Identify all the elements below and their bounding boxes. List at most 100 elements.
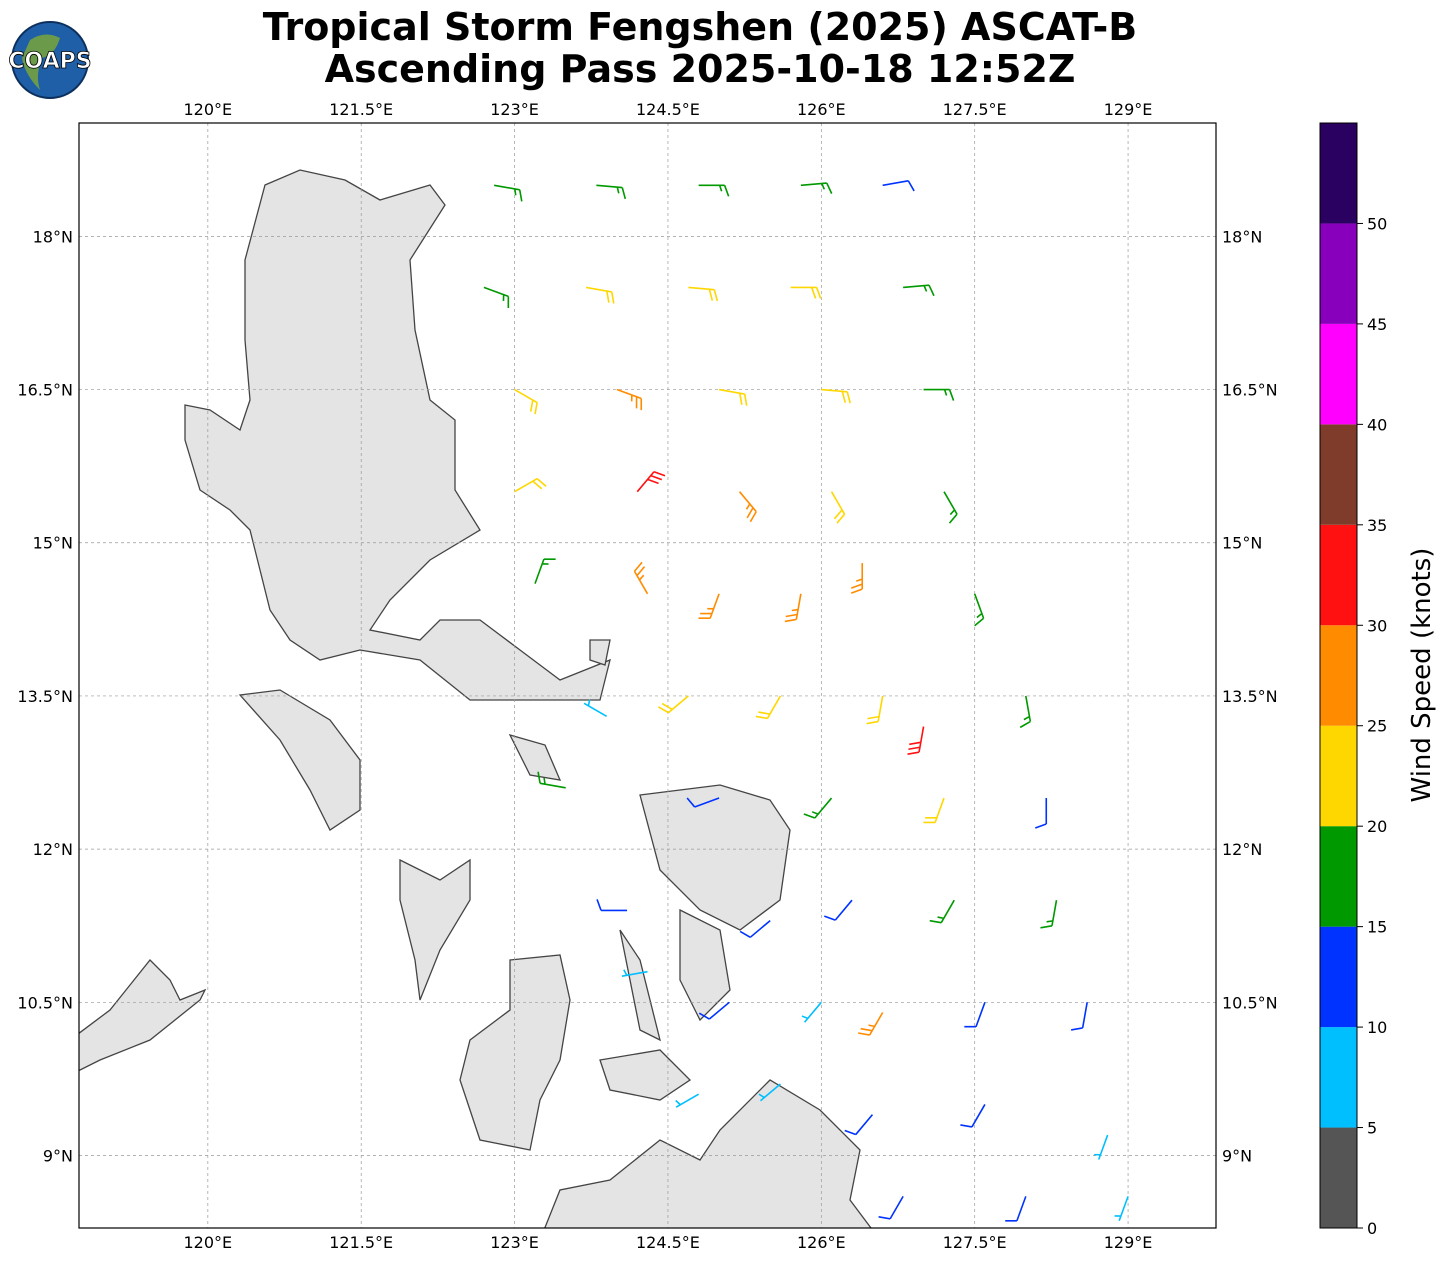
- colorbar-tick-label: 5: [1367, 1119, 1377, 1138]
- wind-barb: [784, 593, 802, 623]
- bohol: [599, 1049, 692, 1101]
- x-tick-label: 120°E: [184, 100, 233, 119]
- wind-barbs: [483, 179, 1129, 1222]
- wind-barb: [964, 1002, 986, 1028]
- wind-barb: [1070, 1002, 1088, 1031]
- wind-barb: [636, 471, 666, 493]
- wind-barb: [858, 1012, 884, 1036]
- leyte: [679, 908, 731, 1022]
- wind-barb: [1040, 900, 1058, 929]
- x-tick-label: 123°E: [490, 1233, 539, 1252]
- wind-barb: [923, 388, 955, 401]
- colorbar-segment: [1320, 323, 1357, 425]
- wind-barb: [738, 491, 757, 523]
- wind-barb: [596, 899, 628, 912]
- colorbar-segment: [1320, 524, 1357, 626]
- wind-barb: [821, 388, 852, 404]
- colorbar-segment: [1320, 926, 1357, 1028]
- x-tick-label: 123°E: [490, 100, 539, 119]
- wind-barb: [583, 699, 608, 718]
- wind-barb: [686, 797, 720, 808]
- y-tick-label: 16.5°N: [1222, 381, 1278, 400]
- x-tick-label: 129°E: [1104, 1233, 1153, 1252]
- wind-barb: [882, 179, 915, 192]
- wind-barb: [1005, 1196, 1027, 1222]
- colorbar-tick-label: 40: [1367, 415, 1387, 434]
- wind-barb: [803, 797, 833, 819]
- wind-barb: [698, 593, 720, 620]
- wind-barb: [493, 184, 523, 202]
- colorbar-segment: [1320, 826, 1357, 927]
- colorbar-frame: [1319, 122, 1358, 1229]
- y-tick-label: 18°N: [33, 227, 73, 246]
- wind-barb: [586, 286, 615, 304]
- x-tick-label: 126°E: [797, 100, 846, 119]
- wind-barb: [616, 388, 643, 411]
- wind-barb: [534, 558, 556, 584]
- wind-barb: [698, 184, 730, 197]
- catanduanes: [589, 639, 611, 666]
- logo-text: COAPS: [8, 49, 91, 74]
- wind-barb: [850, 563, 864, 594]
- palawan: [79, 959, 207, 1072]
- wind-barb: [755, 695, 782, 720]
- colorbar-segment: [1320, 223, 1357, 324]
- colorbar-tick-label: 25: [1367, 717, 1387, 736]
- colorbar-segment: [1320, 625, 1357, 726]
- wind-barb: [514, 477, 547, 493]
- wind-barb: [903, 284, 935, 297]
- y-tick-label: 9°N: [1222, 1146, 1252, 1165]
- y-tick-label: 10.5°N: [1222, 993, 1278, 1012]
- x-tick-label: 120°E: [184, 1233, 233, 1252]
- masbate: [508, 733, 562, 781]
- wind-barb: [698, 1001, 730, 1020]
- x-tick-label: 124.5°E: [636, 100, 700, 119]
- chart-title: Ascending Pass 2025-10-18 12:52Z: [325, 47, 1076, 91]
- y-tick-label: 13.5°N: [17, 687, 73, 706]
- y-tick-label: 15°N: [33, 534, 73, 553]
- wind-barb: [1034, 798, 1048, 829]
- luzon: [184, 169, 611, 701]
- colorbar-segment: [1320, 123, 1357, 224]
- y-tick-label: 9°N: [43, 1146, 73, 1165]
- x-tick-label: 121.5°E: [329, 1233, 393, 1252]
- x-tick-label: 127.5°E: [943, 1233, 1007, 1252]
- colorbar-tick-label: 15: [1367, 918, 1387, 937]
- panay: [399, 858, 471, 1001]
- map-frame: [78, 122, 1217, 1229]
- wind-barb: [537, 771, 566, 789]
- wind-barb: [800, 182, 833, 194]
- wind-barb: [675, 1093, 700, 1108]
- wind-barb: [657, 695, 689, 714]
- wind-barb: [973, 593, 985, 627]
- colorbar-tick-label: 20: [1367, 817, 1387, 836]
- y-tick-label: 10.5°N: [17, 993, 73, 1012]
- x-tick-label: 129°E: [1104, 100, 1153, 119]
- colorbar-tick-label: 0: [1367, 1219, 1377, 1238]
- wind-barb: [824, 899, 853, 921]
- wind-barb: [688, 286, 719, 302]
- cebu: [619, 929, 661, 1042]
- wind-barb: [907, 726, 925, 755]
- wind-barb: [801, 1001, 822, 1023]
- wind-barb: [1094, 1134, 1109, 1160]
- wind-barb: [878, 1195, 904, 1220]
- wind-barb: [929, 899, 955, 924]
- wind-barb: [739, 919, 771, 939]
- wind-barb: [621, 969, 648, 977]
- wind-barb: [596, 184, 627, 200]
- logo-land: [22, 34, 60, 90]
- y-tick-label: 12°N: [1222, 840, 1262, 859]
- wind-barb: [633, 561, 649, 595]
- y-tick-label: 16.5°N: [17, 381, 73, 400]
- wind-barb: [844, 1114, 874, 1136]
- y-tick-label: 12°N: [33, 840, 73, 859]
- wind-barb: [483, 286, 510, 309]
- samar: [639, 784, 791, 931]
- mindanao: [544, 1079, 872, 1228]
- logo: COAPS: [8, 21, 92, 99]
- wind-barb: [960, 1104, 986, 1128]
- wind-barb: [718, 388, 748, 406]
